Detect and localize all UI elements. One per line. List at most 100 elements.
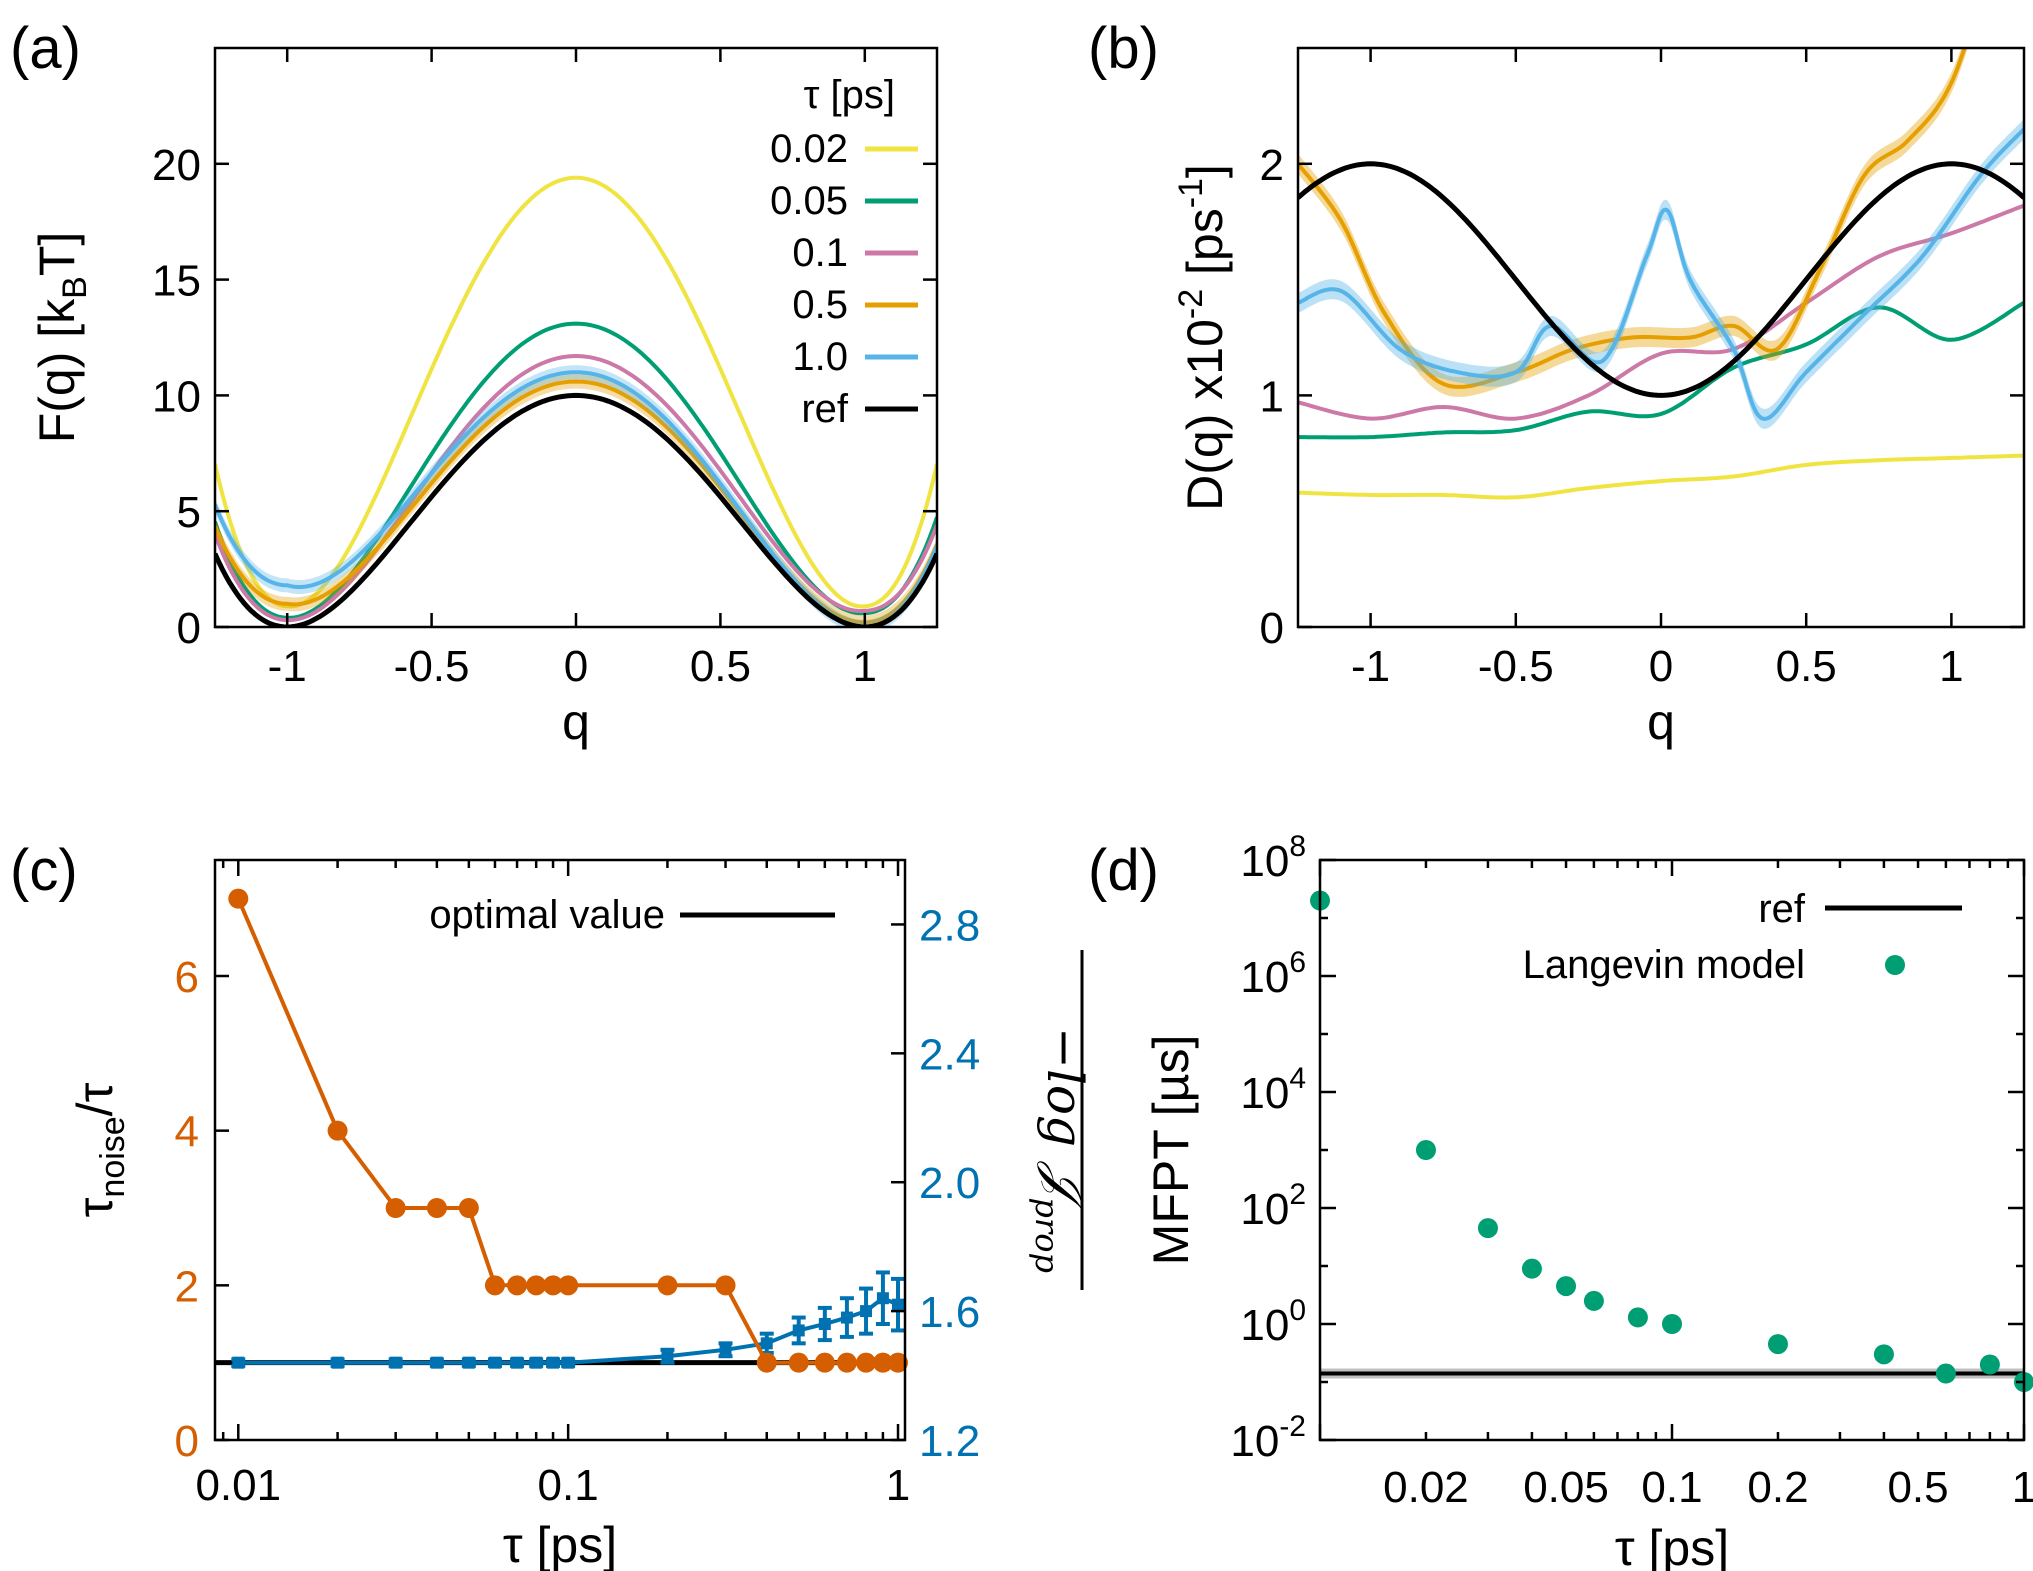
series-line-0.02 xyxy=(215,175,937,609)
panel-c-frame xyxy=(213,858,907,1442)
x-tick-label: 0.5 xyxy=(690,642,751,691)
point-tau-ratio xyxy=(558,1275,579,1296)
panel-a-frame xyxy=(213,46,939,629)
y-axis-label: D(q) x10-2 [ps-1] xyxy=(1172,164,1233,511)
legend-label-langevin: Langevin model xyxy=(1523,943,1805,987)
y-tick-label-left: 4 xyxy=(175,1108,199,1157)
point-tau-ratio xyxy=(788,1352,809,1373)
point-logJ xyxy=(818,1318,831,1330)
x-tick-label: 1 xyxy=(2012,1463,2033,1512)
point-logJ xyxy=(840,1311,853,1324)
legend-label-ref: ref xyxy=(801,387,849,431)
legend-label-optimal: optimal value xyxy=(429,893,665,937)
point-logJ xyxy=(760,1337,773,1350)
point-logJ xyxy=(547,1356,560,1369)
x-axis-label: τ [ps] xyxy=(503,1517,617,1571)
x-tick-label: 0.05 xyxy=(1523,1463,1609,1512)
point-tau-ratio xyxy=(715,1275,736,1296)
point-logJ xyxy=(232,1356,245,1369)
x-tick-label: 0.5 xyxy=(1776,642,1837,691)
legend-title: τ [ps] xyxy=(804,73,895,117)
legend-label-ref: ref xyxy=(1758,887,1806,931)
panel-b-frame xyxy=(1296,46,2026,629)
x-axis-label: q xyxy=(562,694,590,750)
series-line-0.1 xyxy=(215,353,937,623)
point-tau-ratio xyxy=(543,1275,564,1296)
point-langevin xyxy=(1627,1307,1648,1328)
series-line-0.1 xyxy=(1298,203,2024,421)
point-tau-ratio xyxy=(756,1352,777,1373)
series-line-ref xyxy=(215,392,937,627)
point-tau-ratio xyxy=(888,1352,909,1373)
point-logJ xyxy=(562,1356,575,1369)
x-tick-label: 0.02 xyxy=(1383,1463,1469,1512)
x-tick-label: 0.5 xyxy=(1887,1463,1948,1512)
x-axis-label: q xyxy=(1647,694,1675,750)
y-tick-label: 106 xyxy=(1240,946,1306,1002)
point-tau-ratio xyxy=(426,1198,447,1218)
y-tick-label-right: 2.4 xyxy=(919,1030,980,1079)
series-line-0.05 xyxy=(1298,301,2024,440)
legend-label-0.5: 0.5 xyxy=(792,283,848,327)
point-langevin xyxy=(1415,1140,1436,1160)
point-tau-ratio xyxy=(228,888,249,909)
point-tau-ratio xyxy=(657,1275,678,1296)
legend-label-0.02: 0.02 xyxy=(770,127,848,171)
point-logJ xyxy=(860,1305,873,1318)
point-logJ xyxy=(331,1356,344,1369)
y-tick-label: 10-2 xyxy=(1230,1410,1306,1466)
y-tick-label: 5 xyxy=(177,488,201,537)
y-tick-label: 102 xyxy=(1240,1178,1306,1234)
y-tick-label: 10 xyxy=(152,372,201,421)
point-tau-ratio xyxy=(814,1352,835,1373)
y-axis-label: F(q) [kBT] xyxy=(29,232,94,444)
y-tick-label-left: 6 xyxy=(175,953,199,1002)
y-tick-label-right: 1.2 xyxy=(919,1417,980,1466)
point-logJ xyxy=(661,1350,674,1363)
panel-label-d: (d) xyxy=(1088,838,1159,903)
point-logJ xyxy=(430,1356,443,1369)
x-tick-label: 1 xyxy=(1939,642,1963,691)
panel-d-frame xyxy=(1318,858,2026,1442)
point-logJ xyxy=(530,1356,543,1369)
point-tau-ratio xyxy=(458,1198,479,1218)
y-tick-label-left: 2 xyxy=(175,1262,199,1311)
panel-c xyxy=(215,860,1084,1442)
y-tick-label: 20 xyxy=(152,141,201,190)
legend-label-0.1: 0.1 xyxy=(792,231,848,275)
x-tick-label: -0.5 xyxy=(394,642,470,691)
point-logJ xyxy=(876,1292,889,1305)
y-tick-label: 2 xyxy=(1260,141,1284,190)
y-tick-label-right: 2.0 xyxy=(919,1159,980,1208)
point-tau-ratio xyxy=(484,1275,505,1296)
x-tick-label: 0.01 xyxy=(195,1461,281,1510)
point-logJ xyxy=(462,1356,475,1369)
panel-a xyxy=(215,48,937,629)
point-logJ xyxy=(389,1356,402,1369)
x-tick-label: 0.1 xyxy=(1641,1463,1702,1512)
point-langevin xyxy=(1935,1363,1956,1384)
panel-a-plot-area xyxy=(215,175,937,627)
point-tau-ratio xyxy=(327,1120,348,1141)
y-axis-label-right: −log 𝒥prop xyxy=(1028,1027,1094,1273)
point-tau-ratio xyxy=(872,1352,893,1373)
series-line-1.0 xyxy=(1298,127,2024,421)
point-langevin xyxy=(1583,1290,1604,1311)
point-logJ xyxy=(511,1356,524,1369)
x-tick-label: -1 xyxy=(268,642,307,691)
x-tick-label: 0.1 xyxy=(538,1461,599,1510)
legend-swatch-langevin xyxy=(1885,955,1905,975)
panel-label-a: (a) xyxy=(10,16,81,81)
y-tick-label: 0 xyxy=(1260,604,1284,653)
point-tau-ratio xyxy=(507,1275,528,1296)
panel-label-c: (c) xyxy=(10,838,78,903)
point-tau-ratio xyxy=(385,1198,406,1218)
series-line-0.02 xyxy=(1298,453,2024,500)
point-tau-ratio xyxy=(836,1352,857,1373)
point-tau-ratio xyxy=(856,1352,877,1373)
y-axis-label: MFPT [µs] xyxy=(1143,1035,1199,1266)
series-band-1.0 xyxy=(1298,119,2024,429)
series-line-ref xyxy=(1298,161,2024,398)
point-langevin xyxy=(1767,1334,1788,1355)
